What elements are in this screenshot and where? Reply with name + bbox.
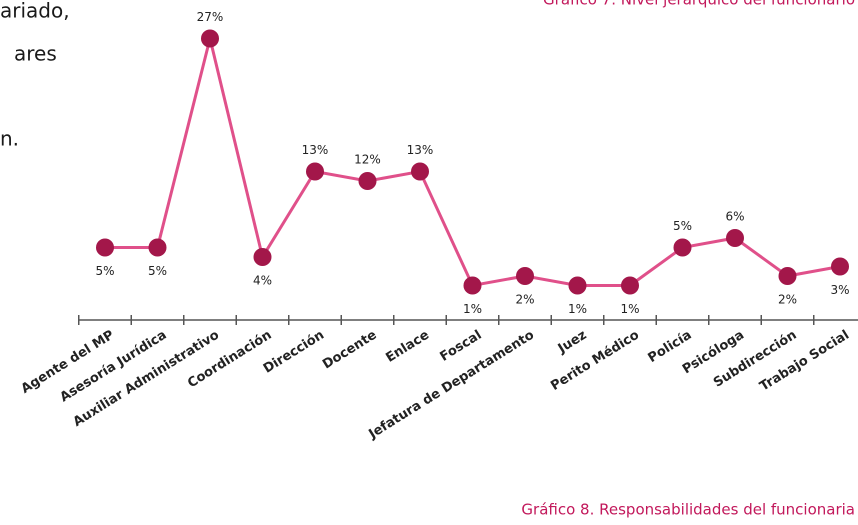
value-label: 13%	[407, 143, 434, 157]
marker	[673, 238, 692, 257]
value-label: 5%	[95, 264, 114, 278]
marker	[411, 162, 429, 181]
marker	[516, 267, 534, 285]
value-label: 2%	[778, 293, 797, 307]
x-tick-label: Juez	[555, 328, 590, 357]
x-tick-label: Perito Médico	[548, 328, 642, 394]
body-text: ariado,	[0, 0, 70, 23]
marker	[358, 172, 377, 190]
marker	[96, 238, 114, 257]
marker	[148, 238, 167, 257]
marker	[253, 248, 272, 266]
marker	[831, 257, 849, 276]
line	[105, 38, 841, 288]
marker	[568, 276, 587, 295]
marker	[778, 267, 797, 285]
value-label: 12%	[354, 153, 381, 167]
body-text: ares	[14, 42, 57, 66]
body-text: n.	[0, 127, 19, 151]
value-label: 6%	[725, 210, 744, 224]
marker	[201, 29, 219, 48]
marker	[306, 162, 324, 181]
x-tick-label: Enlace	[383, 328, 432, 366]
value-label: 27%	[197, 10, 224, 24]
caption: Gráfico 7. Nivel jerárquico del funciona…	[543, 0, 855, 9]
value-label: 1%	[620, 302, 639, 316]
marker	[726, 229, 744, 247]
marker	[463, 276, 482, 295]
caption: Gráfico 8. Responsabilidades del funcion…	[521, 501, 855, 519]
x-tick-label: Trabajo Social	[757, 328, 852, 395]
value-label: 3%	[830, 283, 849, 297]
value-label: 5%	[673, 219, 692, 233]
value-label: 2%	[515, 293, 534, 307]
value-label: 1%	[568, 302, 587, 316]
value-label: 13%	[302, 143, 329, 157]
x-tick-label: Docente	[320, 328, 379, 373]
value-label: 1%	[463, 302, 482, 316]
value-label: 4%	[253, 274, 272, 288]
value-label: 5%	[148, 264, 167, 278]
marker	[621, 276, 639, 295]
